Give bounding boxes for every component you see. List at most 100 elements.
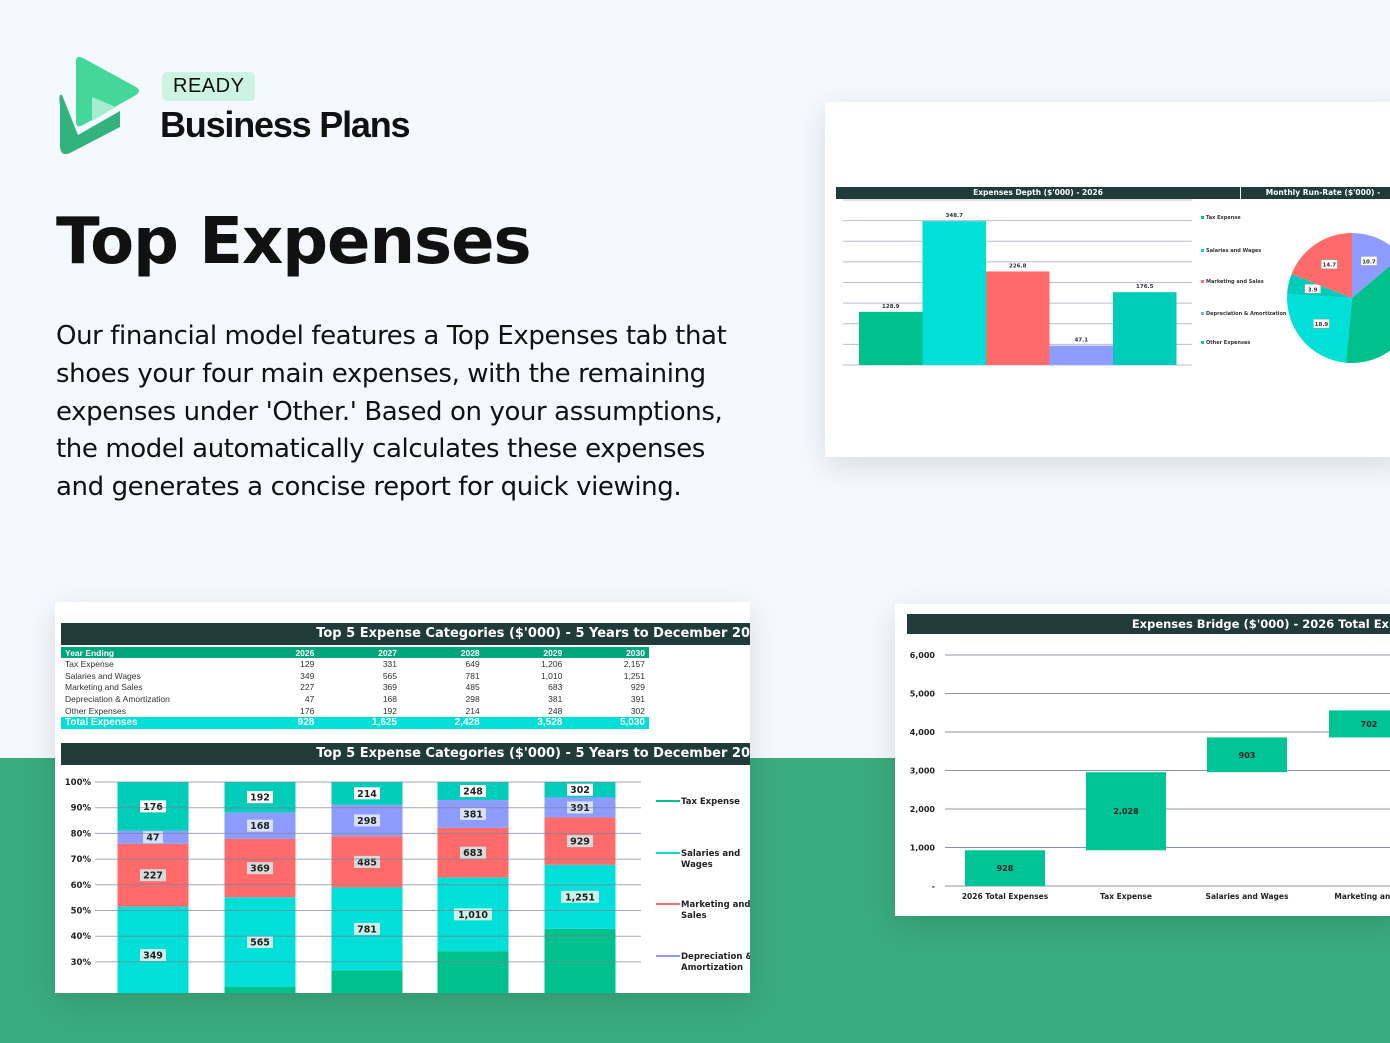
- pie-label-box: [1313, 319, 1330, 329]
- data-label: 929: [570, 837, 590, 848]
- label-box: [140, 948, 166, 961]
- legend-label: Sales: [681, 911, 707, 921]
- legend-label: Tax Expense: [1206, 215, 1241, 221]
- table-cell: 2028: [401, 647, 484, 658]
- table-cell: 683: [548, 682, 563, 693]
- legend-label: Other Expenses: [1206, 340, 1250, 346]
- table-row: Tax Expense 129 331 649 1,206 2,157: [61, 658, 649, 670]
- legend-swatch: [1201, 280, 1204, 283]
- y-tick-label: 5,000: [910, 690, 936, 699]
- bar: [1207, 737, 1287, 773]
- data-label: 349: [143, 950, 163, 961]
- expenses-depth-chart: 128.9 348.7 226.8 47.1 176.5 Tax Expense Salar…: [843, 199, 1390, 366]
- table-cell: 2026: [251, 647, 319, 658]
- table-cell: 5,030: [566, 716, 649, 729]
- legend-label: Depreciation & Amortization: [1206, 311, 1287, 317]
- x-tick-label: Marketing and S: [1334, 892, 1390, 901]
- table-row: Other Expenses 176 192 214 248 302: [61, 705, 649, 717]
- label-box: [460, 846, 486, 859]
- table-cell: 248: [548, 706, 563, 717]
- table-cell: 302: [630, 706, 645, 717]
- y-tick-label: 40%: [71, 932, 92, 942]
- table-cell: 929: [630, 682, 645, 693]
- top5-stacked-chart: 349227471765653691681927814852982141,010…: [65, 778, 750, 993]
- pie-slice: [1345, 265, 1390, 363]
- table-total-row: Total Expenses 928 1,625 2,428 3,528 5,030: [61, 716, 649, 729]
- data-label: 214: [357, 789, 377, 800]
- table-cell: 2029: [483, 647, 567, 658]
- brand-logo-icon: [59, 57, 139, 155]
- y-tick-label: 60%: [71, 881, 92, 891]
- table-title: Top 5 Expense Categories ($'000) - 5 Yea…: [61, 623, 750, 645]
- data-label: 128.9: [882, 304, 900, 310]
- data-label: 168: [250, 821, 270, 832]
- table-cell: 129: [300, 658, 315, 669]
- legend-label: Depreciation &: [681, 952, 750, 962]
- data-label: 1,251: [565, 892, 595, 903]
- chart-title: Top 5 Expense Categories ($'000) - 5 Yea…: [61, 743, 750, 765]
- table-cell: 349: [300, 670, 315, 681]
- legend-label: Salaries and Wages: [1206, 248, 1261, 254]
- table-cell: 298: [465, 694, 480, 705]
- data-label: 226.8: [1009, 263, 1027, 269]
- pie-label: 3.9: [1308, 287, 1318, 293]
- expenses-bridge-card: Expenses Bridge ($'000) - 2026 Total Exp…: [895, 604, 1390, 916]
- table-cell: 3,528: [483, 716, 567, 729]
- table-cell: 2,157: [623, 658, 645, 669]
- table-row: Salaries and Wages 349 565 781 1,010 1,251: [61, 670, 649, 682]
- y-tick-label: 70%: [71, 855, 92, 865]
- data-label: 248: [463, 787, 483, 798]
- table-cell: 2027: [318, 647, 402, 658]
- data-label: 369: [250, 864, 270, 875]
- table-header-row: Year Ending 2026 2027 2028 2029 2030: [61, 647, 649, 658]
- data-label: 176.5: [1136, 284, 1154, 290]
- data-label: 683: [463, 848, 483, 859]
- data-label: 2,028: [1113, 807, 1139, 816]
- label-box: [140, 800, 166, 813]
- chart-title: Expenses Depth ($'000) - 2026: [836, 187, 1240, 199]
- expenses-bridge-chart: - 1,000 2,000 3,000 4,000 5,000 6,000 928 2026 T…: [910, 651, 1390, 901]
- table-row: Depreciation & Amortization 47 168 298 381 39…: [61, 693, 649, 705]
- legend-label: Salaries and: [681, 849, 740, 859]
- data-label: 903: [1239, 751, 1256, 760]
- legend-label: Marketing and Sales: [1206, 279, 1264, 285]
- label-box: [354, 787, 380, 800]
- bar: [965, 850, 1045, 886]
- table-cell: Salaries and Wages: [65, 670, 141, 681]
- brand-name: Business Plans: [160, 104, 411, 145]
- table-cell: 649: [465, 658, 480, 669]
- pie-label: 14.7: [1323, 263, 1337, 269]
- label-box: [460, 807, 486, 820]
- y-tick-label: 30%: [71, 958, 92, 968]
- pie-label: 10.7: [1362, 259, 1376, 265]
- label-box: [454, 908, 492, 921]
- data-label: 485: [357, 857, 377, 868]
- expenses-depth-card: Expenses Depth ($'000) - 2026 Monthly Ru…: [825, 102, 1390, 457]
- y-tick-label: 90%: [71, 804, 92, 814]
- table-cell: 391: [630, 694, 645, 705]
- top5-card: Top 5 Expense Categories ($'000) - 5 Yea…: [55, 602, 750, 993]
- chart-title: Monthly Run-Rate ($'000) -: [1241, 187, 1390, 199]
- legend-swatch: [1201, 312, 1204, 315]
- table-cell: 565: [382, 670, 398, 681]
- y-tick-label: 100%: [65, 778, 92, 788]
- pie-label: 18.9: [1315, 322, 1329, 328]
- table-cell: 2,428: [401, 716, 484, 729]
- page-title: Top Expenses: [56, 205, 532, 279]
- label-box: [567, 783, 593, 796]
- legend-label: Tax Expense: [681, 797, 740, 807]
- x-tick-label: Tax Expense: [1100, 892, 1152, 901]
- y-tick-label: 2,000: [910, 805, 936, 814]
- label-box: [140, 869, 166, 882]
- data-label: 47: [146, 833, 159, 844]
- pie-label-box: [1304, 284, 1321, 294]
- data-label: 298: [357, 816, 377, 827]
- pie-label-box: [1321, 259, 1338, 269]
- label-box: [143, 831, 163, 844]
- data-label: 348.7: [946, 213, 964, 219]
- data-label: 928: [997, 864, 1014, 873]
- table-cell: 331: [382, 658, 398, 669]
- data-label: 381: [463, 809, 483, 820]
- y-tick-label: -: [932, 882, 935, 891]
- label-box: [354, 814, 380, 827]
